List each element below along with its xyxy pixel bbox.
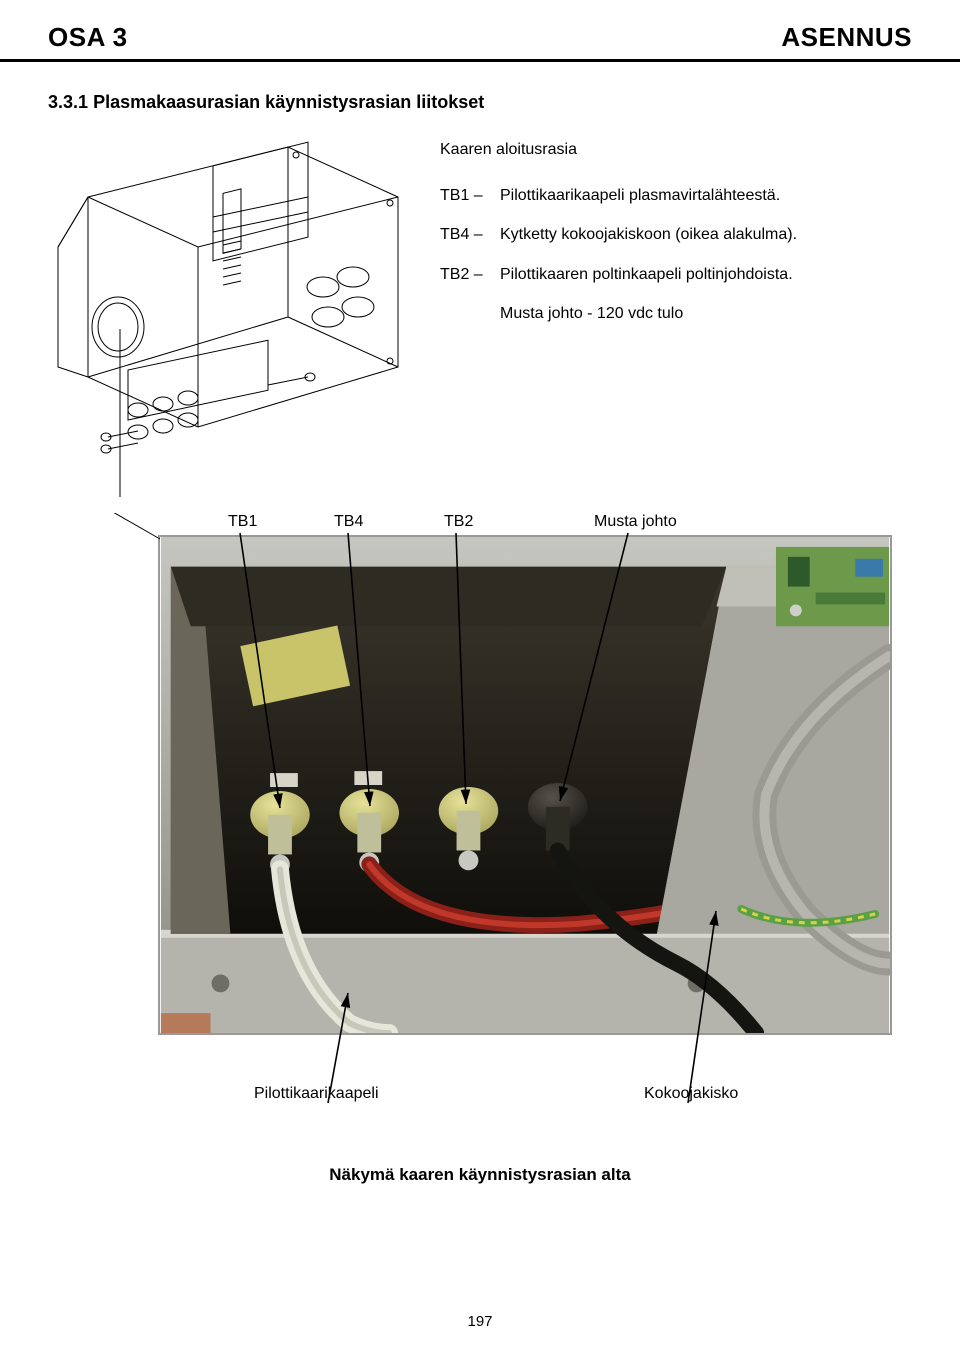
label-tb2: TB2 [444, 513, 594, 531]
caption-block: Kaaren aloitusrasia TB1 – Pilottikaarika… [428, 137, 797, 497]
def-text: Pilottikaaren poltinkaapeli poltinjohdoi… [500, 262, 797, 288]
def-label: TB2 – [440, 262, 500, 288]
label-tb1: TB1 [228, 513, 334, 531]
diagram-svg [48, 137, 428, 497]
extra-line: Musta johto - 120 vdc tulo [500, 301, 797, 327]
bottom-caption: Näkymä kaaren käynnistysrasian alta [48, 1165, 912, 1185]
label-musta: Musta johto [594, 513, 677, 531]
page-header: OSA 3 ASENNUS [0, 0, 960, 62]
photo-frame [158, 535, 892, 1035]
section-title: 3.3.1 Plasmakaasurasian käynnistysrasian… [0, 62, 960, 123]
label-pilottikaarikaapeli: Pilottikaarikaapeli [254, 1085, 379, 1103]
header-right: ASENNUS [781, 22, 912, 53]
label-tb4: TB4 [334, 513, 444, 531]
photo-section: TB1 TB4 TB2 Musta johto [48, 513, 912, 1185]
page-number: 197 [0, 1313, 960, 1330]
caption-title: Kaaren aloitusrasia [440, 137, 797, 163]
section-number: 3.3.1 [48, 92, 88, 112]
photo-svg [160, 537, 890, 1033]
section-title-text: Plasmakaasurasian käynnistysrasian liito… [93, 92, 484, 112]
def-row-tb4: TB4 – Kytketty kokoojakiskoon (oikea ala… [440, 222, 797, 248]
def-row-tb1: TB1 – Pilottikaarikaapeli plasmavirtaläh… [440, 183, 797, 209]
isometric-diagram [48, 137, 428, 497]
photo-top-labels: TB1 TB4 TB2 Musta johto [48, 513, 912, 531]
def-row-tb2: TB2 – Pilottikaaren poltinkaapeli poltin… [440, 262, 797, 288]
label-kokoojakisko: Kokoojakisko [644, 1085, 738, 1103]
def-text: Kytketty kokoojakiskoon (oikea alakulma)… [500, 222, 797, 248]
def-label: TB1 – [440, 183, 500, 209]
def-label: TB4 – [440, 222, 500, 248]
content-row: Kaaren aloitusrasia TB1 – Pilottikaarika… [0, 123, 960, 497]
header-left: OSA 3 [48, 22, 128, 53]
def-text: Pilottikaarikaapeli plasmavirtalähteestä… [500, 183, 797, 209]
